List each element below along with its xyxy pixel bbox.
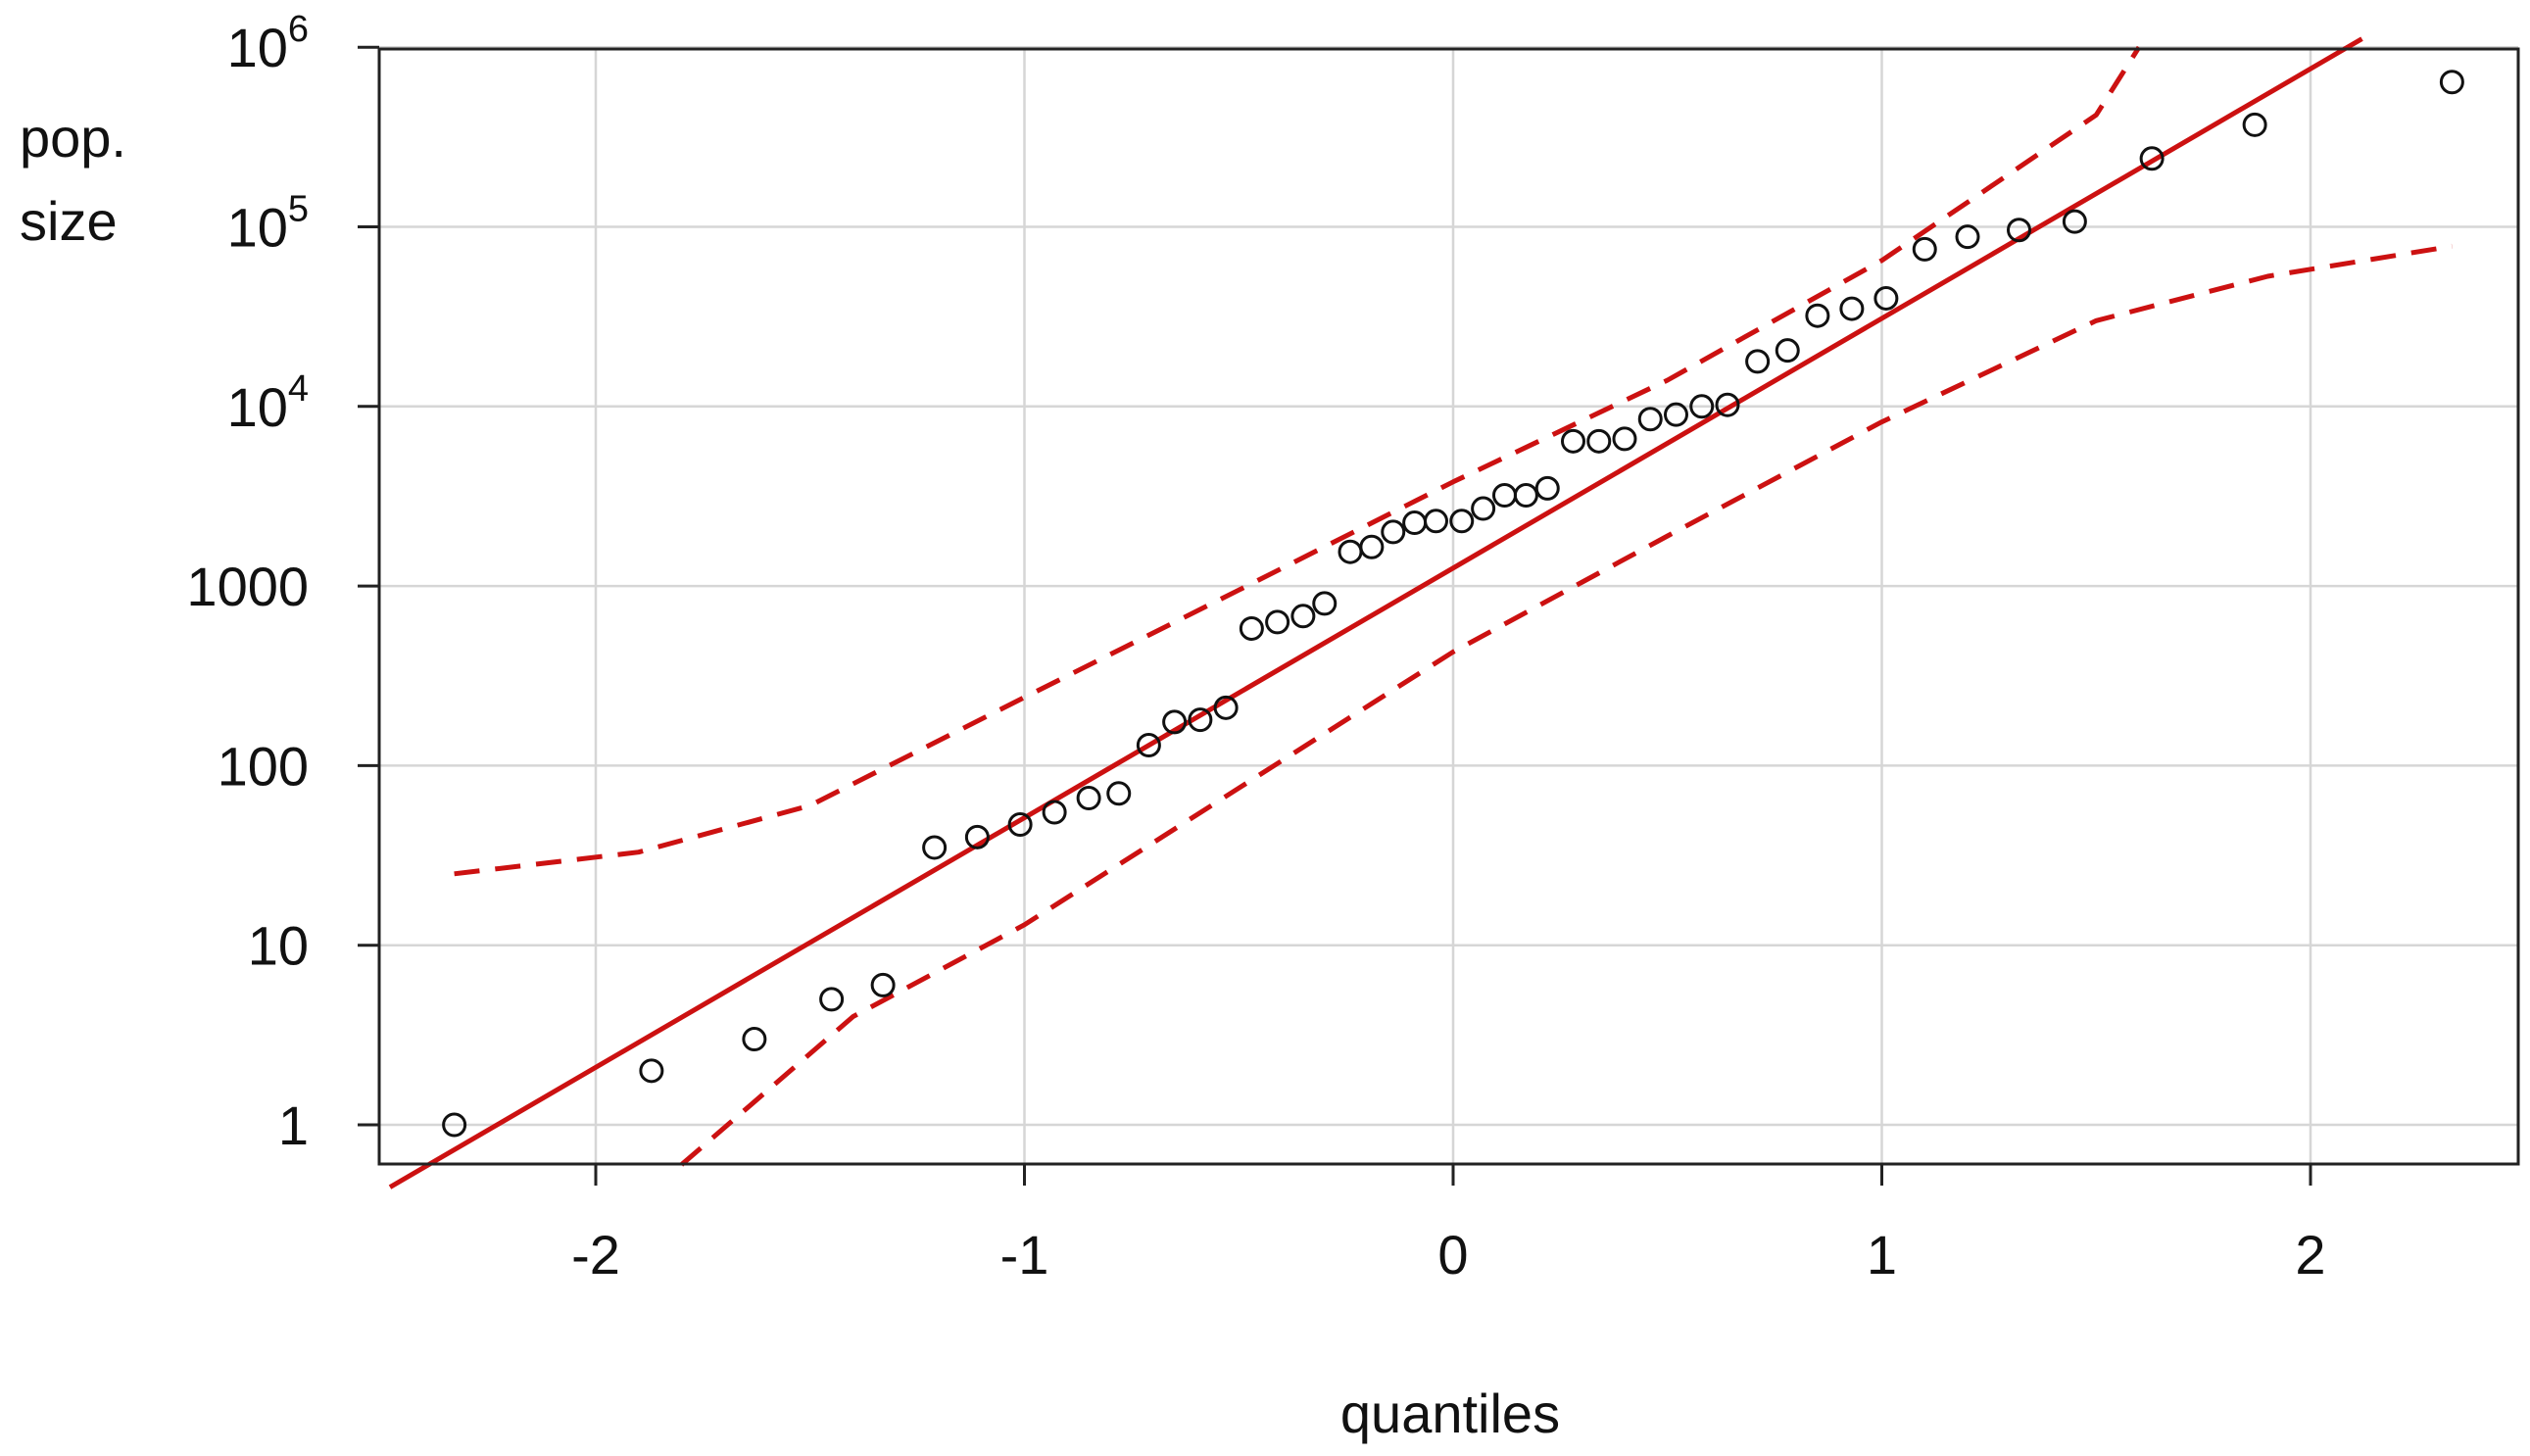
data-point — [1955, 224, 1980, 250]
data-point — [1689, 394, 1715, 419]
data-point — [2439, 70, 2464, 95]
data-point — [1471, 496, 1496, 521]
x-tick-label: 1 — [1867, 1224, 1897, 1286]
data-point — [1290, 604, 1316, 629]
data-point — [1513, 483, 1538, 509]
x-tick-label: 0 — [1437, 1224, 1468, 1286]
data-point — [2062, 209, 2087, 234]
data-point — [442, 1112, 467, 1138]
data-point — [1912, 236, 1937, 262]
data-point — [819, 987, 845, 1012]
y-tick-label: 105 — [227, 189, 309, 259]
data-point — [1805, 303, 1830, 328]
data-point — [1449, 509, 1475, 534]
data-point — [1265, 609, 1290, 635]
x-tick-label: -1 — [1000, 1224, 1049, 1286]
data-point — [1188, 707, 1213, 733]
x-axis-ticks: -2 -1 0 1 2 — [571, 1164, 2326, 1286]
data-point — [2242, 112, 2267, 137]
data-point — [1136, 733, 1161, 758]
data-point — [870, 972, 896, 997]
y-tick-exponent: 5 — [288, 189, 309, 230]
data-point — [964, 824, 990, 849]
data-point — [1534, 475, 1560, 501]
x-tick-label: 2 — [2295, 1224, 2325, 1286]
confidence-band-upper — [454, 45, 2142, 877]
y-tick-label: 104 — [227, 368, 309, 438]
y-tick-label: 1 — [278, 1094, 309, 1156]
data-point — [2139, 146, 2165, 171]
data-point — [1775, 338, 1800, 364]
y-axis-title-line-2: size — [20, 190, 118, 252]
data-point — [1359, 534, 1385, 559]
data-point — [1745, 349, 1771, 374]
x-tick-label: -2 — [571, 1224, 620, 1286]
data-point — [639, 1058, 664, 1084]
data-point — [1076, 785, 1101, 810]
data-point — [922, 835, 948, 860]
y-tick-exponent: 6 — [288, 9, 309, 50]
y-tick-label: 10 — [248, 915, 309, 977]
confidence-band — [454, 45, 2453, 1167]
data-point — [1312, 591, 1338, 616]
data-point — [1338, 539, 1363, 564]
data-point — [1839, 296, 1865, 321]
y-tick-exponent: 4 — [288, 368, 309, 410]
grid-lines — [379, 45, 2518, 1164]
data-point — [2007, 218, 2031, 243]
data-point — [1637, 407, 1663, 432]
x-axis-title: quantiles — [1340, 1383, 1560, 1444]
y-axis-title-line-1: pop. — [20, 107, 126, 169]
data-point — [1213, 695, 1239, 720]
data-point — [1007, 812, 1033, 838]
data-point — [1239, 615, 1264, 641]
data-point — [1715, 392, 1740, 417]
confidence-band-lower — [679, 243, 2453, 1167]
data-point — [1402, 510, 1428, 536]
y-tick-label: 100 — [218, 735, 309, 797]
y-tick-label: 1000 — [186, 556, 309, 617]
data-points — [442, 70, 2464, 1138]
data-point — [1664, 402, 1688, 427]
data-point — [1424, 509, 1448, 534]
data-point — [1873, 285, 1899, 311]
data-point — [1561, 428, 1585, 454]
data-point — [1381, 519, 1406, 545]
data-point — [1612, 426, 1637, 452]
data-point — [1492, 483, 1517, 509]
data-point — [1162, 709, 1188, 735]
plot-frame — [377, 47, 2520, 1166]
data-point — [1586, 428, 1612, 454]
data-point — [1106, 781, 1132, 806]
data-point — [1042, 800, 1067, 825]
y-tick-label: 106 — [227, 9, 309, 78]
y-axis-ticks: 1 10 100 1000 104 105 106 — [186, 9, 379, 1156]
data-point — [742, 1027, 767, 1052]
reference-line — [388, 36, 2363, 1189]
reference-line-group — [388, 36, 2363, 1189]
